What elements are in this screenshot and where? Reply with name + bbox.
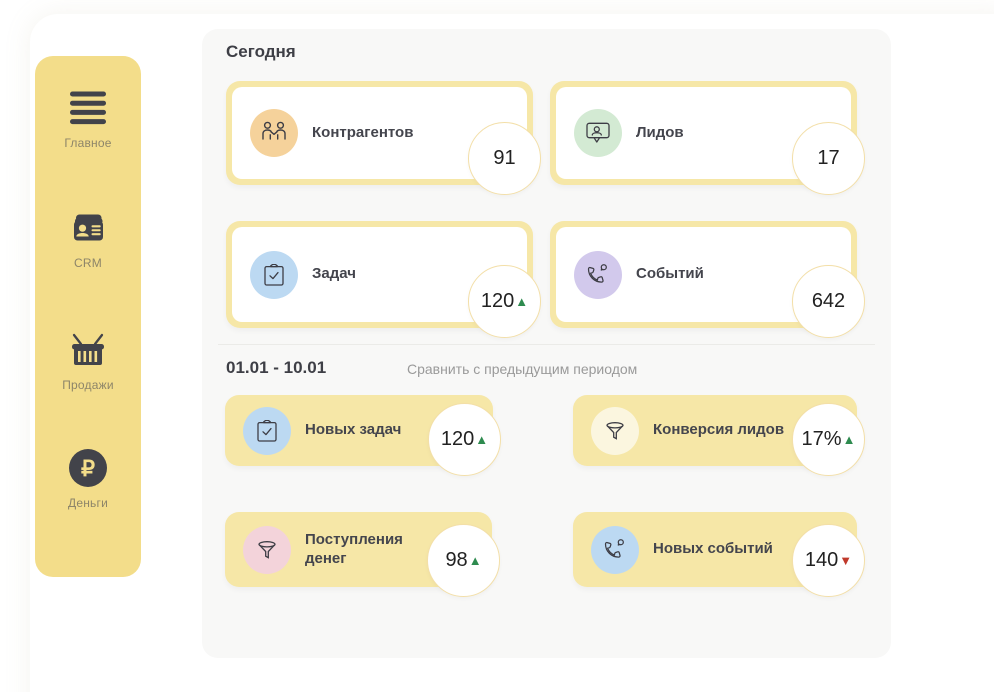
svg-text:₽: ₽ [81,456,95,481]
